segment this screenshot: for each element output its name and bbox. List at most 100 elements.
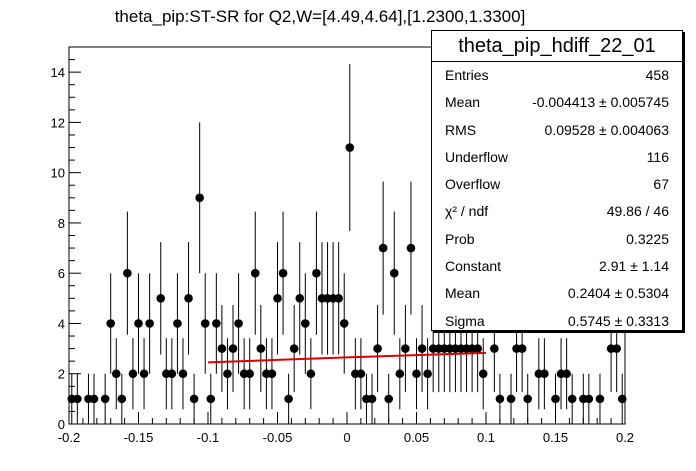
data-point (128, 338, 138, 410)
marker (167, 369, 177, 379)
data-point (406, 181, 416, 315)
marker (273, 294, 282, 303)
y-tick-label: 14 (51, 65, 65, 80)
data-point (284, 373, 293, 424)
marker (412, 369, 421, 379)
marker (490, 344, 499, 353)
marker (356, 369, 366, 379)
marker (612, 344, 621, 353)
data-point (217, 305, 227, 393)
stats-row: Constant 2.91 ± 1.14 (432, 253, 682, 280)
stats-row: χ² / ndf 49.86 / 46 (432, 198, 682, 225)
marker (139, 369, 149, 379)
marker (517, 344, 527, 353)
marker (195, 193, 204, 203)
data-point (145, 273, 154, 374)
data-point (384, 373, 394, 424)
data-point (306, 338, 316, 410)
stats-value: 0.09528 ± 0.004063 (544, 121, 669, 138)
data-point (367, 373, 377, 424)
marker (334, 294, 343, 303)
data-point (123, 211, 132, 335)
y-tick-label: 6 (58, 266, 65, 281)
data-point (595, 373, 605, 424)
marker (540, 369, 549, 379)
data-point (584, 373, 594, 424)
stats-value: 116 (646, 148, 669, 165)
marker (478, 369, 488, 379)
data-point (617, 373, 627, 424)
data-point (134, 273, 143, 374)
data-point (228, 305, 238, 393)
data-point (378, 181, 388, 315)
marker (562, 369, 571, 379)
data-point (250, 211, 260, 335)
marker (312, 268, 321, 278)
marker (423, 369, 432, 379)
marker (295, 294, 305, 303)
marker (378, 243, 388, 253)
stats-key: Underflow (445, 148, 509, 165)
stats-value: 67 (653, 176, 669, 193)
marker (111, 369, 121, 379)
marker (595, 394, 605, 404)
marker (395, 369, 405, 379)
marker (406, 243, 416, 253)
stats-key: Mean (445, 94, 481, 111)
data-point (562, 338, 571, 410)
data-point (178, 338, 188, 410)
marker (73, 394, 82, 404)
data-point (267, 338, 277, 410)
stats-key: Prob (445, 230, 475, 247)
data-point (184, 242, 193, 355)
marker (228, 344, 238, 353)
marker (245, 369, 254, 379)
data-point (139, 338, 149, 410)
stats-row: Prob 0.3225 (432, 226, 682, 253)
marker (178, 369, 188, 379)
data-point (339, 273, 349, 374)
stats-key: Mean (445, 285, 481, 302)
marker (289, 344, 299, 353)
x-tick-label: -0.1 (197, 430, 219, 445)
data-point (540, 338, 549, 410)
marker (212, 319, 221, 328)
marker (417, 344, 427, 353)
marker (551, 394, 560, 404)
y-tick-label: 12 (51, 115, 65, 130)
data-point (200, 273, 210, 374)
marker (473, 344, 482, 353)
data-point (312, 211, 321, 335)
marker (584, 394, 594, 404)
marker (100, 394, 110, 404)
data-point (334, 242, 343, 355)
data-point (356, 338, 366, 410)
data-point (100, 373, 110, 424)
stats-key: Constant (445, 258, 502, 275)
y-tick-label: 8 (58, 216, 65, 231)
chart-title: theta_pip:ST-SR for Q2,W=[4.49,4.64],[1.… (115, 7, 526, 26)
stats-key: RMS (445, 121, 477, 138)
data-point (195, 122, 204, 274)
data-point (417, 305, 427, 393)
data-point (289, 305, 299, 393)
data-point (567, 373, 577, 424)
x-tick-label: 0.15 (543, 430, 568, 445)
data-point (223, 338, 232, 410)
marker (128, 369, 138, 379)
marker (217, 344, 227, 353)
marker (145, 319, 154, 328)
marker (156, 294, 166, 303)
data-point (167, 338, 177, 410)
marker (106, 319, 115, 328)
marker (117, 394, 127, 404)
data-points (67, 64, 627, 424)
stats-key: Overflow (445, 176, 501, 193)
stats-row: Sigma 0.5745 ± 0.3313 (432, 308, 682, 335)
data-point (523, 373, 532, 424)
data-point (423, 338, 432, 410)
y-tick-label: 10 (51, 166, 65, 181)
marker (134, 319, 143, 328)
marker (200, 319, 210, 328)
